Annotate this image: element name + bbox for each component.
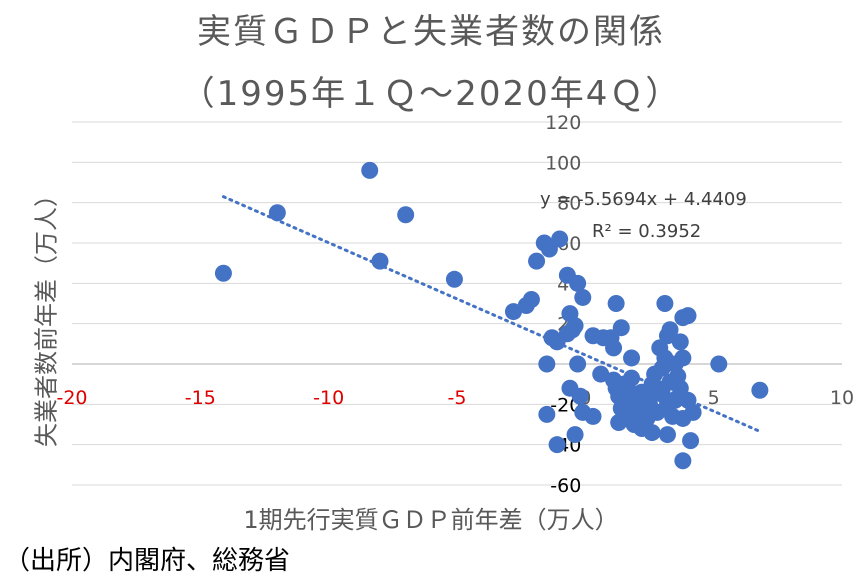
data-point bbox=[571, 387, 589, 405]
x-axis-ticks: -20-15-10-50510 bbox=[56, 387, 854, 409]
data-point bbox=[607, 295, 625, 312]
data-point bbox=[638, 387, 656, 405]
data-point bbox=[682, 432, 700, 450]
data-point bbox=[623, 349, 641, 367]
data-point bbox=[679, 307, 697, 325]
data-point bbox=[538, 355, 556, 373]
data-point bbox=[671, 379, 689, 397]
data-point bbox=[751, 381, 769, 399]
trendline-layer bbox=[221, 195, 762, 433]
data-point bbox=[551, 230, 569, 248]
trendline bbox=[221, 195, 762, 433]
data-point bbox=[371, 252, 389, 270]
x-tick-label: -20 bbox=[56, 387, 87, 409]
y-tick-label: -60 bbox=[550, 475, 581, 497]
data-point bbox=[548, 436, 566, 454]
data-point bbox=[574, 288, 592, 306]
data-point bbox=[612, 319, 630, 337]
data-point bbox=[643, 424, 661, 442]
chart-title: 実質ＧＤＰと失業者数の関係 bbox=[197, 12, 665, 52]
data-point bbox=[623, 369, 641, 387]
data-point bbox=[661, 321, 679, 339]
y-axis-label: 失業者数前年差（万人） bbox=[32, 183, 61, 447]
data-point bbox=[214, 264, 232, 282]
data-point bbox=[592, 365, 610, 383]
data-point bbox=[397, 206, 415, 224]
x-tick-label: -5 bbox=[448, 387, 467, 409]
x-axis-label: 1期先行実質ＧＤＰ前年差（万人） bbox=[243, 506, 619, 534]
y-tick-label: 80 bbox=[557, 193, 581, 215]
trendline-r-squared: R² = 0.3952 bbox=[592, 221, 701, 242]
data-point bbox=[605, 339, 623, 357]
trendline-equation: y = -5.5694x + 4.4409 bbox=[540, 189, 747, 210]
y-tick-label: 120 bbox=[545, 112, 581, 134]
y-tick-label: 100 bbox=[545, 152, 581, 174]
data-point bbox=[361, 161, 379, 179]
data-point bbox=[564, 321, 581, 339]
chart-subtitle: （1995年１Ｑ～2020年4Ｑ） bbox=[180, 74, 682, 114]
x-tick-label: 10 bbox=[830, 387, 854, 409]
data-point bbox=[522, 290, 540, 308]
data-point bbox=[610, 413, 628, 431]
data-point bbox=[674, 452, 692, 470]
x-tick-label: -10 bbox=[313, 387, 344, 409]
data-point bbox=[664, 407, 682, 425]
source-note: （出所）内閣府、総務省 bbox=[4, 546, 291, 576]
data-points bbox=[214, 161, 769, 470]
data-point bbox=[569, 274, 587, 292]
data-point bbox=[538, 405, 556, 423]
data-point bbox=[504, 303, 522, 321]
data-point bbox=[569, 355, 587, 373]
data-point bbox=[710, 355, 728, 373]
x-tick-label: -15 bbox=[185, 387, 216, 409]
data-point bbox=[671, 333, 689, 351]
data-point bbox=[528, 252, 546, 270]
gridlines bbox=[72, 121, 842, 486]
data-point bbox=[674, 349, 692, 367]
data-point bbox=[658, 426, 676, 444]
x-tick-label: 5 bbox=[708, 387, 720, 409]
data-point bbox=[268, 204, 286, 222]
data-point bbox=[584, 407, 602, 425]
data-point bbox=[566, 426, 584, 444]
data-point bbox=[445, 270, 463, 288]
data-point bbox=[656, 295, 674, 312]
